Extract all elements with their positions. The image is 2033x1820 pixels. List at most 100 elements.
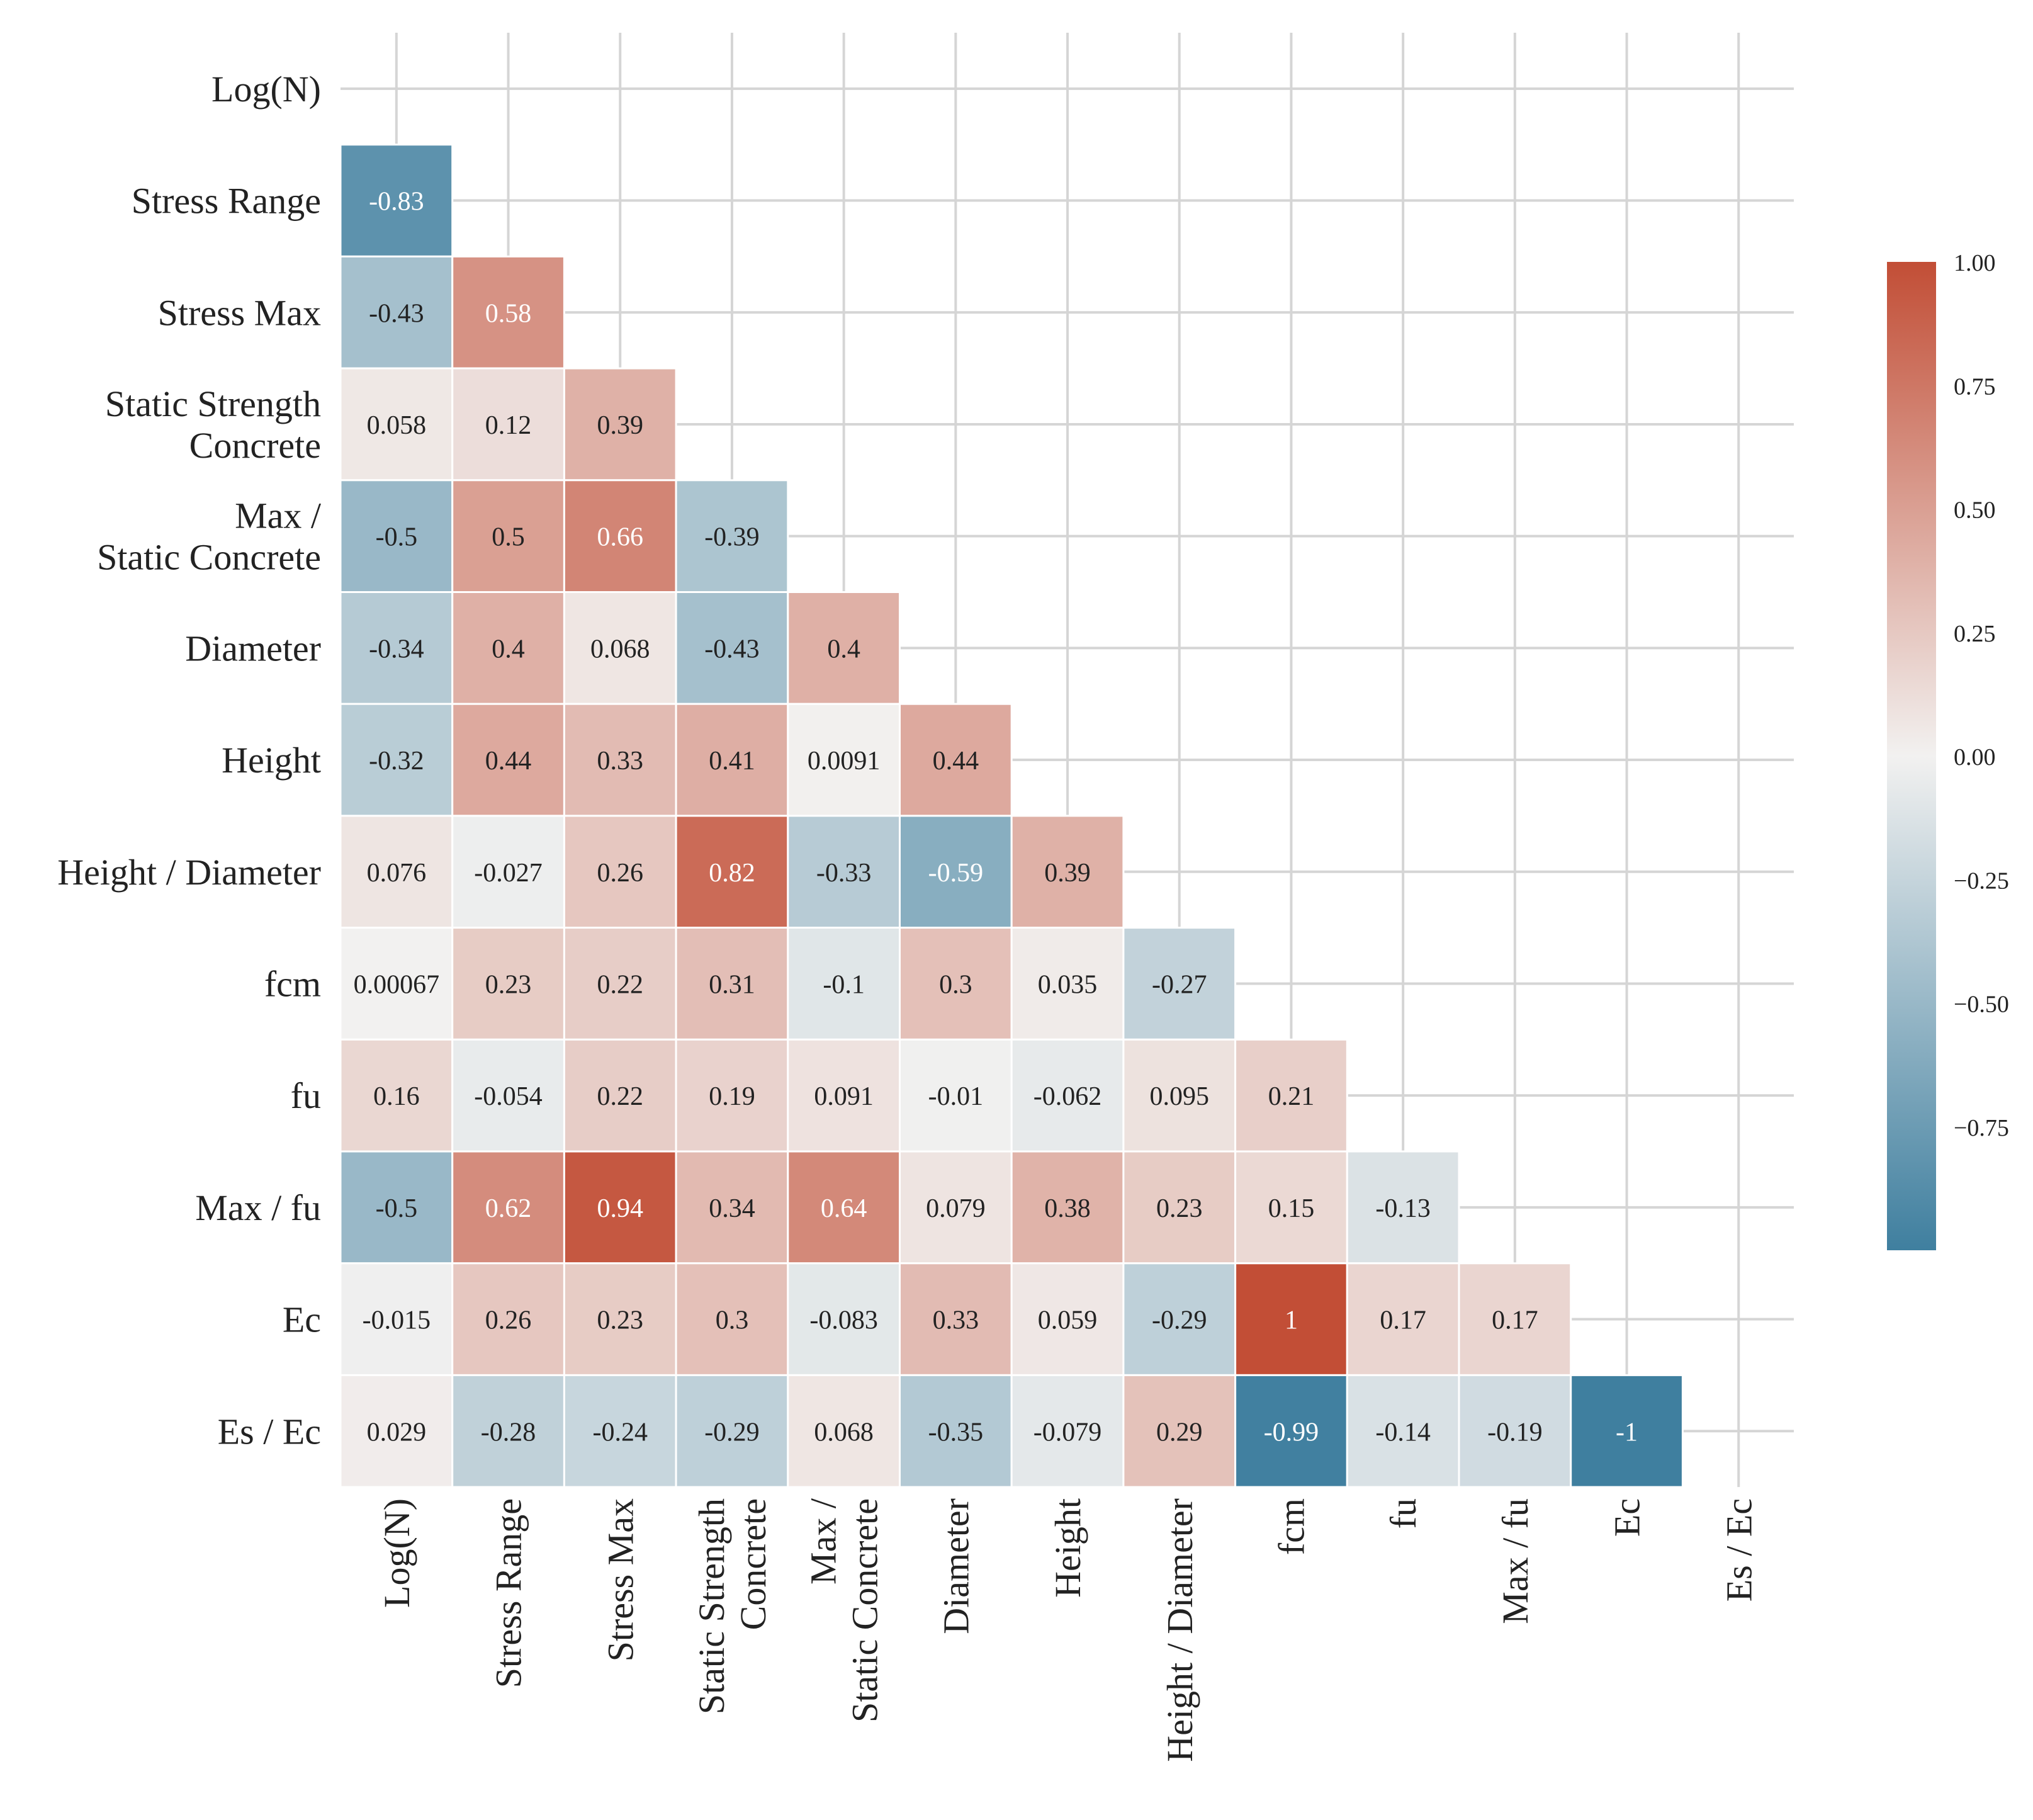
heatmap-cell xyxy=(675,815,789,929)
x-tick-label-group: Height / Diameter xyxy=(1159,1498,1200,1762)
x-tick-label: Log(N) xyxy=(376,1498,417,1608)
cell-value-label: 0.26 xyxy=(485,1306,532,1335)
cell-value-label: 0.059 xyxy=(1038,1306,1098,1335)
cell-value-label: 0.0091 xyxy=(808,747,881,776)
heatmap-cell xyxy=(451,1150,565,1265)
cell-value-label: 0.15 xyxy=(1268,1194,1315,1223)
y-tick-label: Diameter xyxy=(185,628,321,669)
heatmap-cell xyxy=(563,367,677,482)
heatmap-cell xyxy=(339,703,454,817)
cell-value-label: 0.23 xyxy=(1156,1194,1203,1223)
cell-value-label: 0.21 xyxy=(1268,1082,1315,1111)
cell-value-label: -0.5 xyxy=(376,1194,418,1223)
cell-value-label: 0.44 xyxy=(485,747,532,776)
cell-value-label: 0.34 xyxy=(709,1194,755,1223)
cell-value-label: 0.44 xyxy=(933,747,979,776)
x-tick-label-group: Diameter xyxy=(935,1498,976,1634)
x-tick-label: Ec xyxy=(1607,1498,1648,1537)
heatmap-cell xyxy=(451,1374,565,1488)
y-tick-label: fcm xyxy=(264,963,321,1004)
cell-value-label: 0.31 xyxy=(709,970,755,999)
cell-value-label: -0.062 xyxy=(1033,1082,1102,1111)
cell-value-label: 0.068 xyxy=(814,1418,874,1447)
cell-value-label: -0.43 xyxy=(704,635,760,664)
x-tick-label: fcm xyxy=(1271,1498,1312,1555)
heatmap-cell xyxy=(1458,1262,1572,1376)
x-tick-label-group: Max /Static Concrete xyxy=(803,1498,886,1722)
cell-value-label: 0.3 xyxy=(939,970,972,999)
x-tick-label: Diameter xyxy=(935,1498,976,1634)
heatmap-cell xyxy=(339,815,454,929)
cell-value-label: -0.14 xyxy=(1375,1418,1431,1447)
y-tick-label: Static Strength Concrete xyxy=(105,383,321,466)
cell-value-label: -0.5 xyxy=(376,523,418,552)
cell-value-label: -0.079 xyxy=(1033,1418,1102,1447)
heatmap-cell xyxy=(1234,1374,1348,1488)
heatmap-cells: -0.83 -0.43 0.58 0.058 0.12 0.39 -0.5 0.5 0.66 -0… xyxy=(339,144,1684,1488)
x-tick-label: Stress Range xyxy=(488,1498,529,1688)
cell-value-label: 0.38 xyxy=(1044,1194,1091,1223)
cell-value-label: 0.19 xyxy=(709,1082,755,1111)
heatmap-cell xyxy=(787,1262,901,1376)
cell-value-label: 0.22 xyxy=(597,970,644,999)
cell-value-label: 0.029 xyxy=(367,1418,427,1447)
cell-value-label: -0.83 xyxy=(369,188,424,217)
cell-value-label: -0.083 xyxy=(809,1306,878,1335)
cell-value-label: -0.28 xyxy=(481,1418,536,1447)
x-tick-labels: Log(N) Stress Range Stress Max Static Stren… xyxy=(376,1498,1759,1762)
heatmap-cell xyxy=(563,591,677,705)
cell-value-label: 0.091 xyxy=(814,1082,874,1111)
colorbar-tick-label: −0.75 xyxy=(1954,1115,2009,1141)
heatmap-cell xyxy=(675,1038,789,1153)
heatmap-cell xyxy=(899,1262,1013,1376)
heatmap-cell xyxy=(451,703,565,817)
y-tick-label: fu xyxy=(291,1075,321,1116)
heatmap-cell xyxy=(1234,1262,1348,1376)
x-tick-label-group: fu xyxy=(1383,1498,1424,1529)
heatmap-cell xyxy=(451,591,565,705)
cell-value-label: 0.29 xyxy=(1156,1418,1203,1447)
y-tick-label: Max / fu xyxy=(195,1187,321,1228)
y-tick-label: Height xyxy=(222,740,321,781)
cell-value-label: -0.027 xyxy=(474,859,543,888)
x-tick-label: Height / Diameter xyxy=(1159,1498,1200,1762)
cell-value-label: 0.33 xyxy=(933,1306,979,1335)
heatmap-cell xyxy=(1122,1262,1237,1376)
heatmap-cell xyxy=(1010,1262,1125,1376)
heatmap-cell xyxy=(1122,1038,1237,1153)
cell-value-label: -0.29 xyxy=(704,1418,760,1447)
cell-value-label: 0.58 xyxy=(485,299,532,328)
heatmap-cell xyxy=(563,1150,677,1265)
heatmap-cell xyxy=(339,255,454,370)
heatmap-cell xyxy=(787,1374,901,1488)
cell-value-label: 0.4 xyxy=(492,635,525,664)
cell-value-label: 0.41 xyxy=(709,747,755,776)
cell-value-label: 1 xyxy=(1285,1306,1298,1335)
x-tick-label: Max /Static Concrete xyxy=(803,1498,886,1722)
y-tick-label: Log(N) xyxy=(211,69,321,110)
colorbar: 1.00 0.75 0.50 0.25 0.00 −0.25 −0.50 −0.75 xyxy=(1887,250,2009,1250)
x-tick-label-group: Max / fu xyxy=(1495,1498,1536,1624)
cell-value-label: -0.054 xyxy=(474,1082,543,1111)
cell-value-label: 0.12 xyxy=(485,411,532,440)
cell-value-label: 0.5 xyxy=(492,523,525,552)
heatmap-cell xyxy=(1122,1150,1237,1265)
cell-value-label: -0.19 xyxy=(1487,1418,1543,1447)
x-tick-label: fu xyxy=(1383,1498,1424,1529)
cell-value-label: 0.17 xyxy=(1380,1306,1426,1335)
heatmap-cell xyxy=(787,927,901,1041)
heatmap-cell xyxy=(451,815,565,929)
cell-value-label: 0.076 xyxy=(367,859,427,888)
heatmap-cell xyxy=(675,591,789,705)
cell-value-label: -0.35 xyxy=(928,1418,984,1447)
colorbar-tick-label: 0.00 xyxy=(1954,744,1996,771)
cell-value-label: 0.17 xyxy=(1492,1306,1538,1335)
cell-value-label: -0.32 xyxy=(369,747,424,776)
cell-value-label: 0.39 xyxy=(1044,859,1091,888)
cell-value-label: -0.43 xyxy=(369,299,424,328)
x-tick-label: Static StrengthConcrete xyxy=(691,1498,774,1714)
heatmap-cell xyxy=(1346,1374,1460,1488)
cell-value-label: 0.82 xyxy=(709,859,755,888)
heatmap-cell xyxy=(563,1374,677,1488)
heatmap-cell xyxy=(339,1374,454,1488)
